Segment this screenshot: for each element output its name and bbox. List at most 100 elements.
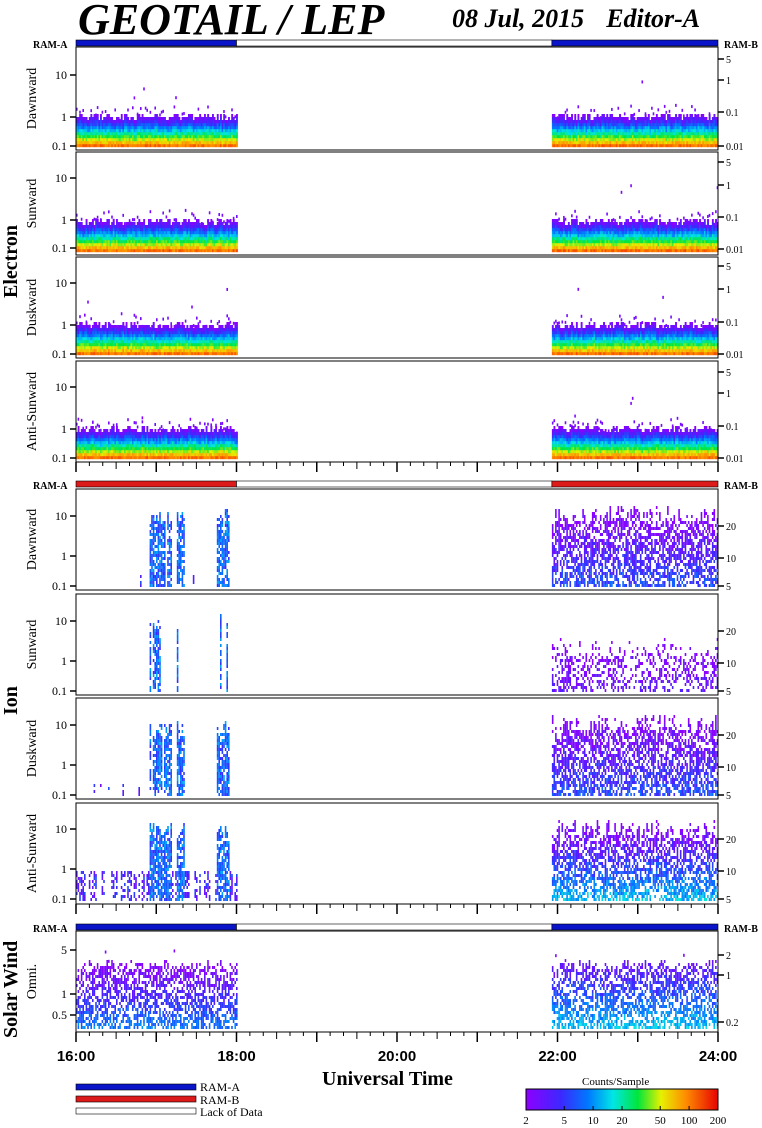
heatmap-cell	[112, 141, 115, 145]
heatmap-cell	[197, 138, 200, 142]
heatmap-cell	[215, 141, 218, 145]
heatmap-cell	[625, 120, 628, 124]
heatmap-cell	[590, 141, 593, 145]
heatmap-cell	[220, 138, 222, 142]
heatmap-cell	[100, 117, 102, 121]
heatmap-cell	[587, 135, 589, 139]
heatmap-cell	[79, 117, 82, 121]
heatmap-cell	[111, 222, 114, 226]
heatmap-cell	[136, 123, 139, 127]
heatmap-cell	[136, 240, 139, 244]
heatmap-cell	[226, 120, 229, 124]
heatmap-cell	[175, 141, 178, 145]
heatmap-cell	[572, 144, 575, 148]
heatmap-cell	[167, 138, 170, 142]
heatmap-cell	[673, 123, 676, 127]
heatmap-cell	[104, 144, 107, 148]
heatmap-cell	[103, 228, 106, 232]
heatmap-cell	[98, 240, 101, 244]
heatmap-cell	[168, 144, 171, 148]
heatmap-cell	[657, 108, 660, 112]
heatmap-cell	[116, 219, 118, 223]
heatmap-cell	[84, 237, 86, 241]
heatmap-cell	[96, 246, 99, 250]
heatmap-cell	[571, 135, 573, 139]
heatmap-cell	[644, 132, 647, 136]
heatmap-cell	[609, 120, 612, 124]
heatmap-cell	[168, 135, 171, 139]
heatmap-cell	[700, 126, 703, 130]
heatmap-cell	[649, 135, 652, 139]
heatmap-cell	[103, 138, 106, 142]
heatmap-cell	[120, 135, 123, 139]
heatmap-cell	[141, 240, 144, 244]
heatmap-cell	[569, 129, 572, 133]
heatmap-cell	[184, 117, 187, 121]
heatmap-cell	[172, 138, 174, 142]
heatmap-cell	[80, 135, 83, 139]
right-tick-label: 0.1	[726, 213, 739, 224]
heatmap-cell	[703, 132, 706, 136]
heatmap-cell	[702, 141, 705, 145]
heatmap-cell	[109, 129, 112, 133]
heatmap-cell	[687, 135, 690, 139]
heatmap-cell	[124, 231, 126, 235]
heatmap-cell	[710, 132, 713, 136]
heatmap-cell	[165, 215, 168, 219]
heatmap-cell	[143, 129, 146, 133]
heatmap-cell	[146, 126, 149, 130]
heatmap-cell	[93, 141, 96, 145]
heatmap-cell	[103, 132, 106, 136]
heatmap-cell	[196, 141, 198, 145]
heatmap-cell	[563, 222, 565, 226]
heatmap-cell	[148, 123, 150, 127]
heatmap-cell	[175, 120, 178, 124]
heatmap-cell	[558, 120, 561, 124]
heatmap-cell	[88, 129, 91, 133]
heatmap-cell	[101, 231, 104, 235]
heatmap-cell	[108, 114, 110, 118]
heatmap-cell	[683, 120, 685, 124]
heatmap-cell	[192, 123, 195, 127]
heatmap-cell	[210, 144, 213, 148]
heatmap-cell	[676, 217, 679, 221]
heatmap-cell	[112, 237, 115, 241]
heatmap-cell	[79, 222, 82, 226]
heatmap-cell	[119, 228, 122, 232]
heatmap-cell	[561, 144, 564, 148]
heatmap-cell	[164, 141, 166, 145]
heatmap-cell	[561, 114, 564, 118]
heatmap-cell	[556, 129, 559, 133]
heatmap-cell	[77, 135, 80, 139]
heatmap-cell	[681, 108, 684, 112]
heatmap-cell	[108, 246, 110, 250]
heatmap-cell	[103, 144, 106, 148]
heatmap-cell	[122, 135, 125, 139]
heatmap-cell	[192, 129, 195, 133]
heatmap-cell	[104, 225, 107, 229]
heatmap-cell	[647, 126, 650, 130]
heatmap-cell	[87, 129, 90, 133]
heatmap-cell	[625, 219, 628, 223]
heatmap-cell	[577, 114, 580, 118]
heatmap-cell	[148, 132, 150, 136]
heatmap-cell	[152, 138, 155, 142]
heatmap-cell	[122, 231, 125, 235]
heatmap-cell	[614, 219, 616, 223]
heatmap-cell	[689, 138, 692, 142]
heatmap-cell	[84, 135, 86, 139]
heatmap-cell	[703, 120, 706, 124]
heatmap-cell	[226, 138, 229, 142]
heatmap-cell	[583, 114, 586, 118]
heatmap-cell	[138, 123, 141, 127]
heatmap-cell	[675, 129, 677, 133]
heatmap-cell	[87, 228, 90, 232]
heatmap-cell	[580, 129, 583, 133]
heatmap-cell	[678, 114, 681, 118]
heatmap-cell	[630, 126, 633, 130]
heatmap-cell	[98, 325, 101, 329]
heatmap-cell	[212, 117, 214, 121]
heatmap-cell	[683, 126, 685, 130]
heatmap-cell	[154, 135, 157, 139]
heatmap-cell	[655, 117, 658, 121]
